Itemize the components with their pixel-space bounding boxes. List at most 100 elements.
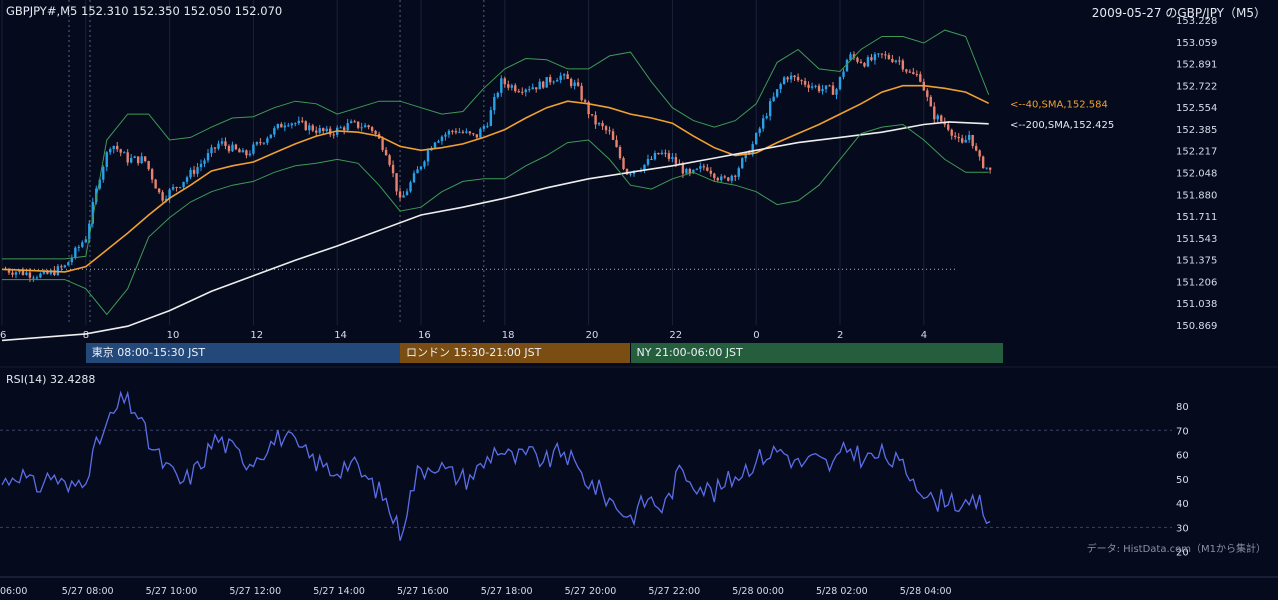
candle-body [213, 147, 217, 149]
candle-body [877, 53, 880, 55]
candle-body [503, 78, 506, 85]
candle-body [796, 77, 800, 81]
candle-body [884, 54, 887, 56]
candle-body [908, 71, 912, 73]
candle-body [259, 142, 262, 144]
candle-body [63, 265, 67, 268]
candle-body [297, 120, 300, 124]
candle-body [126, 152, 129, 163]
candle-body [56, 266, 60, 276]
bottom-x-tick-label: 5/28 04:00 [900, 586, 952, 597]
candle-body [269, 134, 273, 139]
y-tick-label: 152.554 [1176, 103, 1217, 114]
candle-body [164, 198, 168, 201]
candle-body [793, 75, 796, 78]
rsi-line [1, 390, 991, 541]
y-tick-label: 152.385 [1176, 125, 1217, 136]
candle-body [720, 176, 723, 181]
candle-body [587, 101, 590, 115]
candle-body [507, 84, 510, 88]
candle-body [695, 168, 699, 170]
candle-body [280, 123, 283, 128]
x-tick-label: 20 [586, 330, 599, 341]
candle-body [95, 188, 98, 202]
candle-body [468, 131, 472, 134]
candle-body [419, 166, 423, 170]
x-tick-label: 18 [502, 330, 515, 341]
x-tick-label: 14 [334, 330, 347, 341]
candle-body [189, 169, 192, 178]
candle-body [433, 142, 437, 148]
bollinger-lower-line [2, 123, 989, 316]
candle-body [699, 166, 702, 169]
candle-body [734, 175, 737, 177]
candle-body [109, 149, 112, 153]
candle-body [46, 271, 49, 274]
candle-body [91, 201, 94, 224]
candle-body [981, 156, 985, 169]
session-tokyo-band: 東京 08:00-15:30 JST [85, 343, 401, 363]
candle-body [517, 91, 520, 93]
x-tick-label: 16 [418, 330, 431, 341]
sma200-line [1, 121, 989, 342]
candle-body [67, 262, 70, 266]
candle-body [905, 69, 908, 72]
candle-body [276, 123, 280, 129]
candle-body [967, 134, 971, 140]
sma200-value-label: <--200,SMA,152.425 [1010, 120, 1114, 131]
candle-body [803, 80, 807, 85]
candle-body [741, 158, 744, 169]
candle-body [318, 128, 321, 133]
x-tick-label: 10 [167, 330, 180, 341]
candle-body [891, 58, 894, 62]
candle-body [898, 60, 901, 62]
candle-body [398, 191, 402, 198]
candle-body [789, 75, 793, 80]
y-tick-label: 151.206 [1176, 277, 1217, 288]
y-tick-label: 152.891 [1176, 60, 1217, 71]
x-tick-label: 8 [83, 330, 89, 341]
candle-body [388, 155, 391, 165]
candle-body [608, 130, 611, 132]
candle-body [555, 80, 559, 82]
candle-body [283, 125, 287, 128]
candle-body [901, 60, 905, 70]
candle-body [988, 167, 992, 170]
bollinger-upper-line [2, 29, 990, 260]
chart-header-title: 2009-05-27 のGBP/JPY（M5） [1091, 6, 1266, 20]
candle-body [936, 115, 939, 120]
candle-body [241, 150, 245, 153]
candle-body [863, 62, 866, 67]
candle-body [559, 75, 562, 81]
candle-body [569, 79, 573, 87]
candle-body [814, 85, 817, 87]
candle-body [384, 149, 388, 156]
candle-body [119, 149, 122, 153]
candle-body [912, 72, 915, 75]
candle-body [475, 134, 479, 138]
candle-body [402, 195, 405, 198]
candles-group [4, 51, 992, 283]
candle-body [978, 150, 981, 157]
candle-body [416, 169, 419, 174]
candle-body [405, 191, 409, 196]
candle-body [273, 128, 276, 135]
candle-body [129, 157, 133, 163]
candle-body [444, 134, 447, 137]
candle-body [18, 270, 21, 273]
candle-body [538, 81, 541, 90]
x-tick-label: 12 [250, 330, 263, 341]
candle-body [800, 80, 803, 82]
candle-body [573, 82, 576, 87]
session-ny-band: NY 21:00-06:00 JST [630, 343, 1003, 363]
candle-body [157, 188, 161, 193]
candle-body [409, 182, 412, 192]
candle-body [447, 130, 451, 135]
candle-body [761, 118, 765, 129]
candle-body [838, 76, 842, 90]
candle-body [346, 123, 349, 131]
candle-body [423, 161, 426, 167]
candle-body [262, 142, 266, 144]
candle-body [842, 71, 845, 77]
chart-header-symbol: GBPJPY#,M5 152.310 152.350 152.050 152.0… [6, 4, 283, 18]
